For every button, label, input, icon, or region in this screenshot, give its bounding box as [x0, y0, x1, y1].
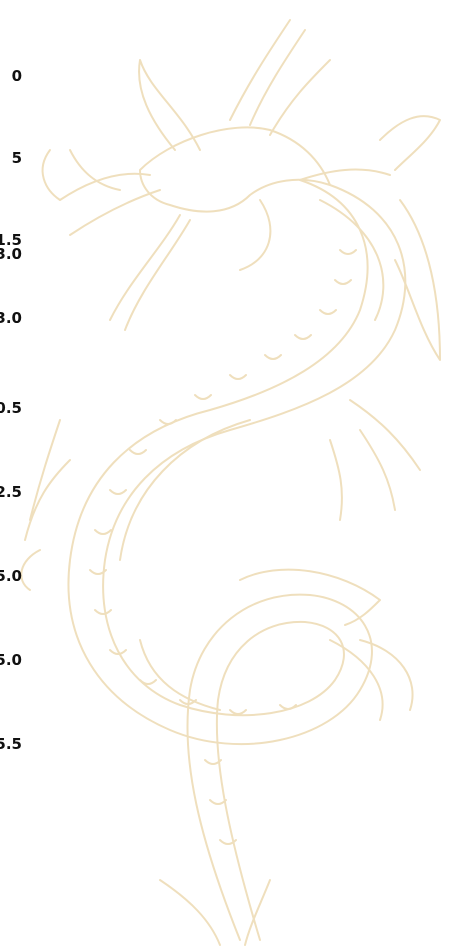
value-label: 5.0: [0, 651, 22, 669]
value-label: 5: [11, 149, 22, 167]
value-label: 5.5: [0, 735, 22, 753]
value-label: 1.5: [0, 231, 22, 249]
value-label: 3.0: [0, 309, 22, 327]
value-label: 0.5: [0, 399, 22, 417]
value-label: 0: [11, 67, 22, 85]
value-label: 2.5: [0, 483, 22, 501]
value-label: 5.0: [0, 567, 22, 585]
value-label: 3.0: [0, 245, 22, 263]
